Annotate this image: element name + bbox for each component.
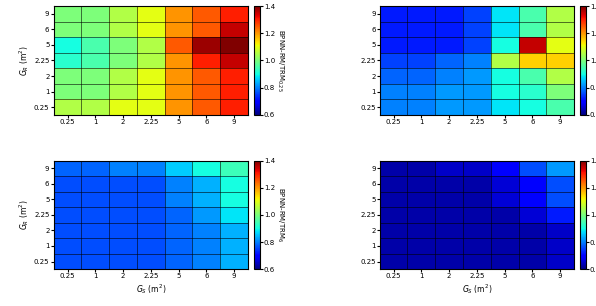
Y-axis label: $G_R$ (m$^2$): $G_R$ (m$^2$) <box>17 45 31 76</box>
Y-axis label: $G_R$ (m$^2$): $G_R$ (m$^2$) <box>17 200 31 230</box>
Y-axis label: BPNN-RM/TRM$_{6}$: BPNN-RM/TRM$_{6}$ <box>275 187 285 243</box>
Y-axis label: BPNN-RM/TRM$_{0.25}$: BPNN-RM/TRM$_{0.25}$ <box>275 29 285 92</box>
X-axis label: $G_S$ (m$^2$): $G_S$ (m$^2$) <box>462 282 492 296</box>
X-axis label: $G_S$ (m$^2$): $G_S$ (m$^2$) <box>136 282 166 296</box>
